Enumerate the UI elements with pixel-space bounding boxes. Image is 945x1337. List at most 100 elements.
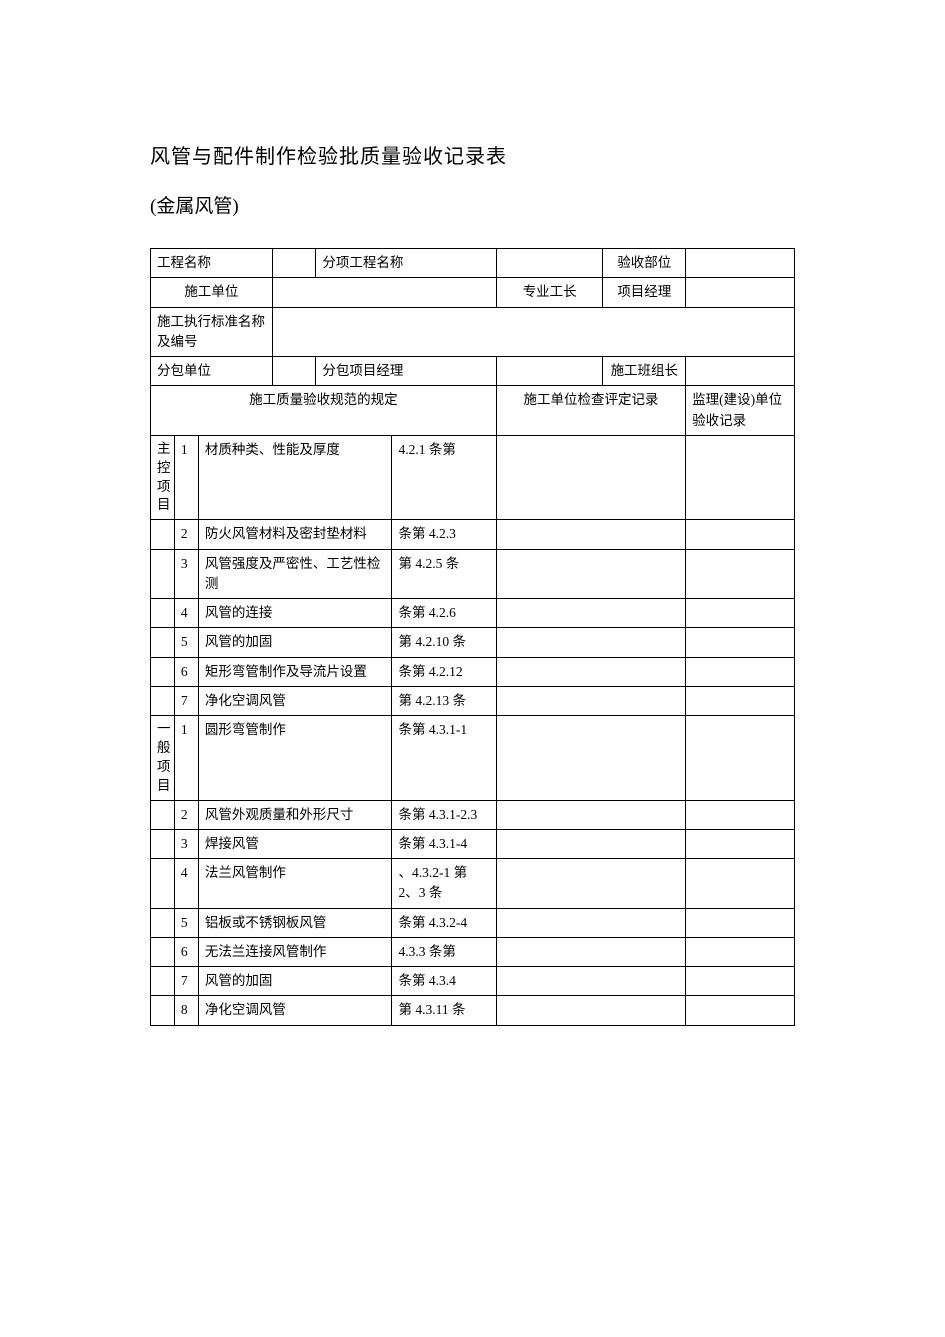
gen-sup-4: [686, 859, 795, 909]
gen-sup-7: [686, 967, 795, 996]
gen-num-8: 8: [174, 996, 198, 1025]
value-standard: [272, 307, 794, 357]
cat-blank-g7: [151, 967, 175, 996]
main-row-6: 6 矩形弯管制作及导流片设置 条第 4.2.12: [151, 657, 795, 686]
gen-rec-1: [496, 716, 685, 801]
main-num-6: 6: [174, 657, 198, 686]
main-ref-1: 4.2.1 条第: [392, 435, 496, 520]
value-sub-pm: [496, 357, 603, 386]
main-ref-4: 条第 4.2.6: [392, 599, 496, 628]
gen-desc-7: 风管的加固: [198, 967, 392, 996]
main-sup-7: [686, 686, 795, 715]
cat-blank-m5: [151, 628, 175, 657]
cat-blank-m4: [151, 599, 175, 628]
cat-blank-m3: [151, 549, 175, 599]
main-row-1: 主控项目 1 材质种类、性能及厚度 4.2.1 条第: [151, 435, 795, 520]
gen-desc-8: 净化空调风管: [198, 996, 392, 1025]
gen-sup-3: [686, 829, 795, 858]
gen-rec-3: [496, 829, 685, 858]
main-rec-2: [496, 520, 685, 549]
main-sup-1: [686, 435, 795, 520]
main-rec-5: [496, 628, 685, 657]
column-header-row: 施工质量验收规范的规定 施工单位检查评定记录 监理(建设)单位验收记录: [151, 386, 795, 436]
label-pm: 项目经理: [603, 278, 686, 307]
gen-rec-8: [496, 996, 685, 1025]
gen-row-6: 6 无法兰连接风管制作 4.3.3 条第: [151, 937, 795, 966]
gen-row-4: 4 法兰风管制作 、4.3.2-1 第 2、3 条: [151, 859, 795, 909]
main-rec-6: [496, 657, 685, 686]
gen-row-1: 一般项目 1 圆形弯管制作 条第 4.3.1-1: [151, 716, 795, 801]
gen-desc-4: 法兰风管制作: [198, 859, 392, 909]
cat-blank-m2: [151, 520, 175, 549]
main-ref-3: 第 4.2.5 条: [392, 549, 496, 599]
gen-row-8: 8 净化空调风管 第 4.3.11 条: [151, 996, 795, 1025]
main-row-2: 2 防火风管材料及密封垫材料 条第 4.2.3: [151, 520, 795, 549]
cat-blank-g8: [151, 996, 175, 1025]
gen-rec-5: [496, 908, 685, 937]
main-ref-5: 第 4.2.10 条: [392, 628, 496, 657]
gen-rec-7: [496, 967, 685, 996]
gen-ref-6: 4.3.3 条第: [392, 937, 496, 966]
gen-rec-2: [496, 800, 685, 829]
page-title: 风管与配件制作检验批质量验收记录表: [150, 140, 795, 169]
main-row-4: 4 风管的连接 条第 4.2.6: [151, 599, 795, 628]
cat-blank-g3: [151, 829, 175, 858]
main-ref-6: 条第 4.2.12: [392, 657, 496, 686]
gen-desc-1: 圆形弯管制作: [198, 716, 392, 801]
document-page: 风管与配件制作检验批质量验收记录表 (金属风管) 工程名称 分项工程名称 验收部…: [0, 0, 945, 1086]
gen-num-7: 7: [174, 967, 198, 996]
gen-rec-4: [496, 859, 685, 909]
main-ref-2: 条第 4.2.3: [392, 520, 496, 549]
main-rec-7: [496, 686, 685, 715]
gen-ref-5: 条第 4.3.2-4: [392, 908, 496, 937]
main-desc-7: 净化空调风管: [198, 686, 392, 715]
label-accept-part: 验收部位: [603, 249, 686, 278]
gen-sup-5: [686, 908, 795, 937]
main-row-3: 3 风管强度及严密性、工艺性检 测 第 4.2.5 条: [151, 549, 795, 599]
main-num-1: 1: [174, 435, 198, 520]
main-rec-4: [496, 599, 685, 628]
gen-sup-1: [686, 716, 795, 801]
gen-num-6: 6: [174, 937, 198, 966]
main-num-4: 4: [174, 599, 198, 628]
header-row-4: 分包单位 分包项目经理 施工班组长: [151, 357, 795, 386]
main-desc-1: 材质种类、性能及厚度: [198, 435, 392, 520]
cat-blank-g4: [151, 859, 175, 909]
main-desc-3: 风管强度及严密性、工艺性检 测: [198, 549, 392, 599]
cat-blank-g5: [151, 908, 175, 937]
gen-row-5: 5 铝板或不锈钢板风管 条第 4.3.2-4: [151, 908, 795, 937]
header-row-2: 施工单位 专业工长 项目经理: [151, 278, 795, 307]
label-sub-pm: 分包项目经理: [316, 357, 497, 386]
header-row-3: 施工执行标准名称及编号: [151, 307, 795, 357]
gen-ref-3: 条第 4.3.1-4: [392, 829, 496, 858]
main-sup-4: [686, 599, 795, 628]
main-desc-6: 矩形弯管制作及导流片设置: [198, 657, 392, 686]
main-row-7: 7 净化空调风管 第 4.2.13 条: [151, 686, 795, 715]
gen-num-2: 2: [174, 800, 198, 829]
header-row-1: 工程名称 分项工程名称 验收部位: [151, 249, 795, 278]
cat-blank-m7: [151, 686, 175, 715]
main-sup-3: [686, 549, 795, 599]
gen-row-2: 2 风管外观质量和外形尺寸 条第 4.3.1-2.3: [151, 800, 795, 829]
value-constr-unit: [272, 278, 496, 307]
label-sub-item: 分项工程名称: [316, 249, 497, 278]
gen-num-3: 3: [174, 829, 198, 858]
page-subtitle: (金属风管): [150, 191, 795, 218]
value-team-leader: [686, 357, 795, 386]
gen-desc-6: 无法兰连接风管制作: [198, 937, 392, 966]
gen-ref-8: 第 4.3.11 条: [392, 996, 496, 1025]
gen-row-3: 3 焊接风管 条第 4.3.1-4: [151, 829, 795, 858]
gen-num-1: 1: [174, 716, 198, 801]
value-accept-part: [686, 249, 795, 278]
col-unit-record: 施工单位检查评定记录: [496, 386, 685, 436]
gen-row-7: 7 风管的加固 条第 4.3.4: [151, 967, 795, 996]
gen-desc-5: 铝板或不锈钢板风管: [198, 908, 392, 937]
main-desc-4: 风管的连接: [198, 599, 392, 628]
main-num-3: 3: [174, 549, 198, 599]
label-constr-unit: 施工单位: [151, 278, 273, 307]
main-num-2: 2: [174, 520, 198, 549]
value-sub-unit: [272, 357, 316, 386]
col-spec-rules: 施工质量验收规范的规定: [151, 386, 497, 436]
main-row-5: 5 风管的加固 第 4.2.10 条: [151, 628, 795, 657]
main-rec-3: [496, 549, 685, 599]
